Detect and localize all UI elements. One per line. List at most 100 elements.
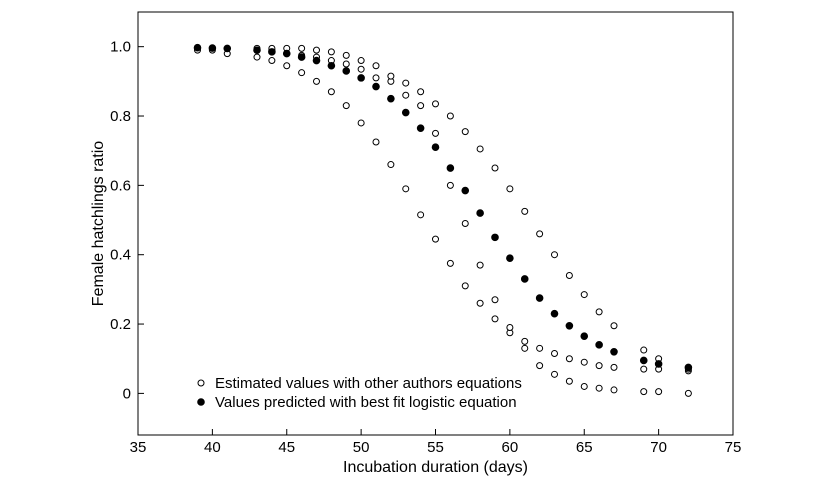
estimated-point (446, 259, 454, 267)
predicted-point (476, 209, 484, 217)
estimated-point (298, 44, 306, 52)
estimated-point (476, 261, 484, 269)
y-tick-label: 0.4 (110, 247, 131, 264)
estimated-point (417, 211, 425, 219)
predicted-point (684, 363, 693, 372)
predicted-point (639, 356, 648, 365)
estimated-point (357, 119, 365, 127)
estimated-point (595, 384, 603, 392)
estimated-point (551, 370, 558, 378)
predicted-point (282, 49, 291, 58)
estimated-point (536, 344, 544, 352)
x-tick-label: 50 (353, 439, 370, 456)
estimated-point (565, 355, 573, 363)
estimated-point (402, 91, 410, 99)
predicted-point (342, 67, 351, 75)
estimated-point (402, 79, 410, 87)
estimated-point (491, 296, 499, 304)
legend: Estimated values with other authors equa… (197, 375, 522, 411)
predicted-point (461, 186, 470, 195)
estimated-point (417, 102, 425, 110)
estimated-point (684, 389, 692, 397)
estimated-point (283, 62, 291, 70)
estimated-point (268, 57, 276, 65)
x-tick-label: 45 (278, 439, 295, 456)
predicted-point (654, 360, 663, 368)
predicted-point (401, 108, 410, 117)
estimated-point (476, 145, 484, 153)
legend-label-estimated: Estimated values with other authors equa… (215, 375, 522, 392)
estimated-point (640, 365, 648, 373)
legend-label-predicted: Values predicted with best fit logistic … (215, 394, 517, 411)
estimated-point (446, 112, 454, 120)
estimated-point (432, 235, 439, 243)
estimated-point (655, 388, 663, 396)
legend-marker-filled (197, 398, 205, 406)
estimated-point (580, 358, 588, 366)
estimated-point (327, 88, 335, 96)
data-points (193, 43, 693, 397)
y-tick-label: 1.0 (110, 39, 131, 56)
estimated-point (551, 251, 558, 259)
estimated-point (461, 220, 469, 227)
predicted-point (565, 321, 574, 330)
predicted-point (595, 341, 603, 349)
estimated-point (551, 350, 558, 358)
predicted-point (506, 254, 514, 262)
estimated-point (387, 72, 395, 80)
predicted-point (491, 233, 499, 242)
estimated-point (565, 377, 573, 385)
predicted-point (208, 44, 217, 52)
estimated-point (402, 185, 410, 193)
legend-marker-open (197, 379, 205, 387)
estimated-point (253, 53, 261, 61)
predicted-point (610, 347, 618, 356)
estimated-point (580, 291, 588, 299)
estimated-point (342, 102, 350, 110)
predicted-point (253, 46, 261, 54)
predicted-point (268, 48, 276, 56)
predicted-point (223, 44, 232, 53)
x-tick-label: 75 (725, 439, 742, 456)
y-tick-label: 0 (123, 385, 131, 402)
estimated-point (313, 46, 320, 54)
estimated-point (536, 362, 544, 370)
estimated-point (640, 388, 648, 396)
estimated-point (640, 346, 648, 354)
estimated-point (506, 324, 514, 332)
estimated-point (372, 74, 380, 82)
x-tick-label: 55 (427, 439, 444, 456)
y-tick-label: 0.2 (110, 316, 131, 333)
estimated-point (417, 88, 425, 96)
estimated-point (491, 164, 499, 172)
y-axis-ticks: 0 0.2 0.4 0.6 0.8 1.0 (110, 39, 144, 402)
estimated-point (342, 60, 350, 68)
estimated-point (610, 363, 618, 371)
x-axis-ticks: 35 40 45 50 55 60 65 70 75 (130, 429, 742, 456)
estimated-point (476, 299, 484, 307)
estimated-point (387, 161, 395, 169)
predicted-point (193, 43, 202, 52)
estimated-point (521, 344, 529, 352)
x-tick-label: 60 (502, 439, 519, 456)
estimated-point (491, 315, 499, 323)
predicted-point (550, 309, 559, 318)
estimated-point (342, 51, 350, 59)
estimated-point (461, 128, 469, 136)
predicted-point (535, 294, 544, 302)
predicted-point (431, 143, 440, 152)
y-tick-label: 0.8 (110, 108, 131, 125)
estimated-point (432, 100, 439, 108)
estimated-point (610, 386, 618, 394)
predicted-point (446, 164, 455, 172)
estimated-point (327, 48, 335, 56)
estimated-point (521, 337, 529, 345)
estimated-point (357, 57, 365, 65)
x-tick-label: 70 (650, 439, 667, 456)
estimated-point (357, 65, 365, 73)
estimated-point (536, 230, 544, 238)
y-axis-label: Female hatchlings ratio (90, 141, 107, 307)
x-tick-label: 35 (130, 439, 147, 456)
x-axis-label: Incubation duration (days) (343, 459, 528, 476)
